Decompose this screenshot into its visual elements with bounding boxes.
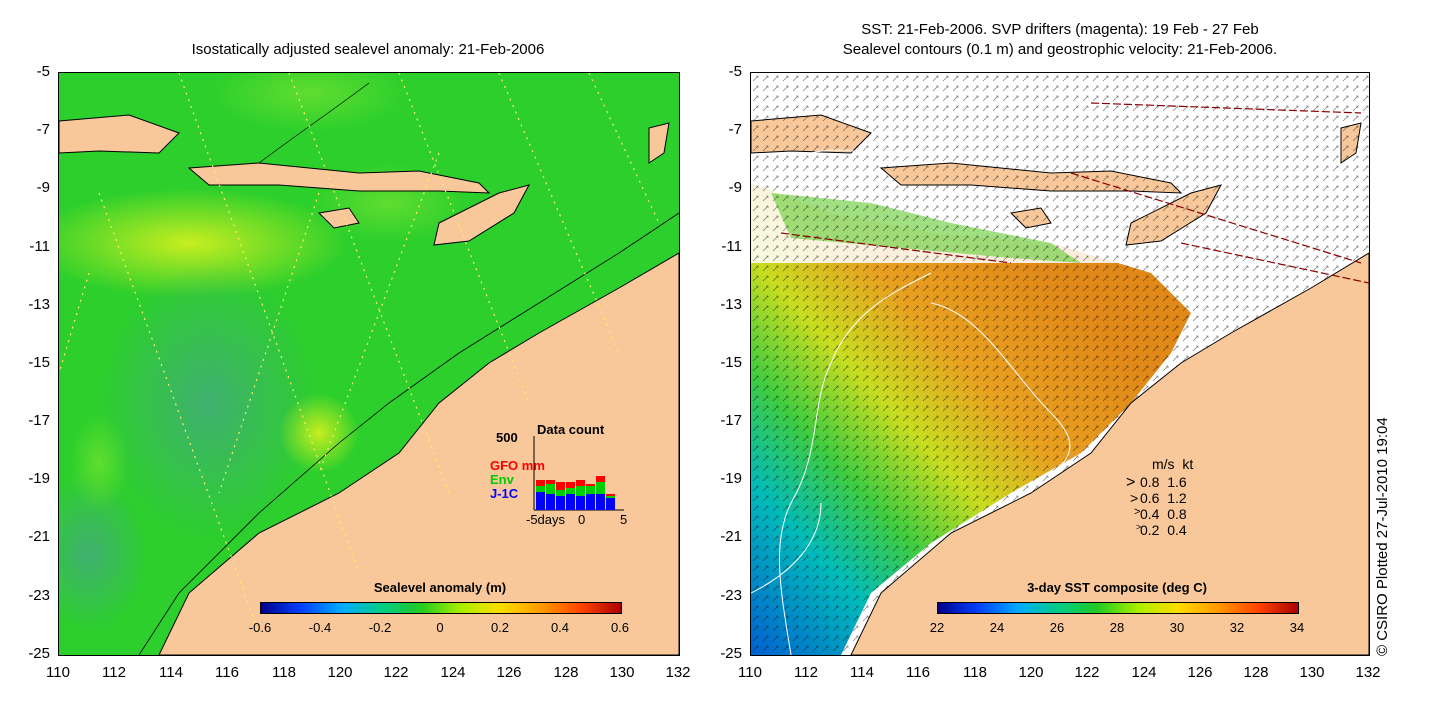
x-tick-label: 118 (272, 664, 296, 681)
right-map-title-line1: SST: 21-Feb-2006. SVP drifters (magenta)… (861, 21, 1259, 38)
x-tick-label: 112 (102, 664, 126, 681)
y-tick-label: -13 (28, 296, 50, 313)
sealevel-anomaly-map (58, 72, 680, 656)
inset-legend-j1c: J-1C (490, 486, 519, 501)
x-tick-label: 120 (1018, 664, 1044, 681)
x-tick-label: 114 (850, 664, 874, 681)
colorbar-label: -0.6 (248, 620, 272, 635)
colorbar-label: 34 (1289, 620, 1305, 635)
x-tick-label: 128 (553, 664, 579, 681)
y-tick-label: -7 (728, 121, 742, 138)
x-tick-label: 126 (1187, 664, 1213, 681)
x-tick-label: 126 (496, 664, 522, 681)
x-tick-label: 110 (46, 664, 70, 681)
colorbar-label: -0.2 (368, 620, 392, 635)
sst-colorbar-title: 3-day SST composite (deg C) (1027, 580, 1207, 595)
speed-legend-row: 0.6 1.2 (1140, 490, 1187, 506)
y-tick-label: -17 (720, 412, 742, 429)
y-tick-label: -13 (720, 296, 742, 313)
colorbar-label: 30 (1169, 620, 1185, 635)
x-tick-label: 130 (609, 664, 635, 681)
x-tick-label: 132 (665, 664, 691, 681)
colorbar-label: 0 (436, 620, 444, 635)
x-tick-label: 128 (1243, 664, 1269, 681)
y-tick-label: -5 (36, 63, 50, 80)
y-tick-label: -25 (720, 645, 742, 662)
colorbar-label: 24 (989, 620, 1005, 635)
sealevel-map-canvas (59, 73, 679, 655)
y-tick-label: -19 (720, 470, 742, 487)
sealevel-colorbar-ramp (260, 602, 622, 614)
speed-legend-row: 0.4 0.8 (1140, 506, 1187, 522)
colorbar-label: 32 (1229, 620, 1245, 635)
y-tick-label: -7 (36, 121, 50, 138)
left-map-title: Isostatically adjusted sealevel anomaly:… (191, 41, 545, 58)
x-tick-label: 116 (906, 664, 930, 681)
x-tick-label: 124 (1131, 664, 1157, 681)
y-tick-label: -23 (720, 587, 742, 604)
x-tick-label: 130 (1299, 664, 1325, 681)
speed-arrow-icon: > (1130, 490, 1139, 506)
x-tick-label: 110 (738, 664, 762, 681)
y-tick-label: -5 (728, 63, 742, 80)
x-tick-label: 122 (383, 664, 409, 681)
y-tick-label: -9 (728, 179, 742, 196)
colorbar-label: 26 (1049, 620, 1065, 635)
y-tick-label: -17 (28, 412, 50, 429)
y-tick-label: -19 (28, 470, 50, 487)
x-tick-label: 132 (1355, 664, 1381, 681)
colorbar-label: 0.6 (610, 620, 630, 635)
speed-legend-header: m/s kt (1152, 456, 1194, 472)
inset-x-label-start: -5days (526, 512, 566, 527)
x-tick-label: 122 (1074, 664, 1100, 681)
x-tick-label: 114 (159, 664, 183, 681)
speed-arrow-icon: > (1126, 474, 1136, 491)
colorbar-label: -0.4 (308, 620, 332, 635)
x-tick-label: 118 (963, 664, 987, 681)
x-tick-label: 116 (215, 664, 239, 681)
right-map-title-line2: Sealevel contours (0.1 m) and geostrophi… (842, 41, 1278, 58)
sst-map (750, 72, 1370, 656)
y-tick-label: -23 (28, 587, 50, 604)
speed-arrow-icon: > (1136, 522, 1142, 532)
inset-legend-gfo: GFO mm (490, 458, 545, 473)
inset-ymax: 500 (496, 430, 518, 445)
y-tick-label: -21 (28, 528, 50, 545)
plot-credit: © CSIRO Plotted 27-Jul-2010 19:04 (1374, 417, 1391, 656)
y-tick-label: -21 (720, 528, 742, 545)
y-tick-label: -9 (36, 179, 50, 196)
colorbar-label: 0.4 (550, 620, 570, 635)
y-tick-label: -11 (29, 238, 50, 255)
speed-arrow-icon: > (1134, 506, 1141, 518)
y-tick-label: -15 (720, 354, 742, 371)
colorbar-label: 0.2 (490, 620, 510, 635)
data-count-bars (533, 436, 624, 511)
speed-legend-row: 0.8 1.6 (1140, 474, 1187, 490)
y-tick-label: -15 (28, 354, 50, 371)
x-tick-label: 124 (440, 664, 466, 681)
x-tick-label: 112 (794, 664, 818, 681)
colorbar-label: 28 (1109, 620, 1125, 635)
inset-title: Data count (537, 422, 605, 437)
y-tick-label: -11 (721, 238, 742, 255)
y-tick-label: -25 (28, 645, 50, 662)
sst-colorbar-ramp (937, 602, 1299, 614)
inset-x-label-end: 5 (620, 512, 628, 527)
inset-x-label-zero: 0 (578, 512, 586, 527)
sealevel-colorbar-title: Sealevel anomaly (m) (373, 580, 507, 595)
colorbar-label: 22 (929, 620, 945, 635)
inset-legend-env: Env (490, 472, 514, 487)
x-tick-label: 120 (327, 664, 353, 681)
speed-legend-row: 0.2 0.4 (1140, 522, 1187, 538)
sst-map-canvas (751, 73, 1369, 655)
